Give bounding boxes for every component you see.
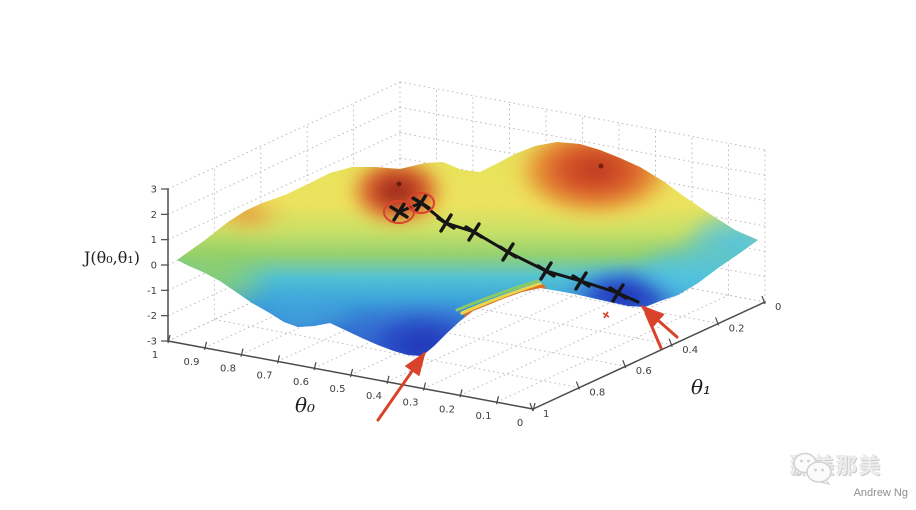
theta1-tick-label: 0.6	[636, 366, 652, 377]
theta0-tick-label: 0.5	[330, 384, 346, 395]
theta0-tick	[495, 396, 500, 405]
theta0-tick-label: 0.9	[184, 357, 200, 368]
mesh-speckle-texture	[177, 142, 758, 356]
theta0-tick	[313, 362, 317, 371]
z-axis-title: J(θ₀,θ₁)	[82, 248, 140, 267]
theta0-tick-label: 0.4	[366, 391, 382, 402]
theta0-tick	[240, 348, 244, 357]
theta1-tick-label: 0	[775, 302, 781, 313]
theta0-tick	[167, 334, 171, 344]
credit-text: Andrew Ng	[853, 487, 908, 499]
z-tick-label: 3	[151, 185, 157, 196]
theta0-tick	[386, 375, 390, 384]
z-tick-label: -2	[147, 311, 157, 322]
z-tick-label: -1	[147, 286, 157, 297]
theta1-tick	[668, 338, 673, 348]
theta0-tick-label: 0	[517, 418, 523, 429]
wechat-logo-icon	[793, 452, 832, 485]
descent-star-marker	[389, 202, 409, 222]
theta0-tick-label: 1	[152, 350, 158, 361]
wall-grid-z	[399, 81, 766, 151]
theta1-tick-label: 0.8	[589, 388, 605, 399]
theta0-tick-label: 0.2	[439, 404, 455, 415]
theta0-tick-label: 0.8	[220, 364, 236, 375]
z-tick-label: 1	[151, 235, 157, 246]
theta0-tick-label: 0.7	[257, 370, 273, 381]
theta0-tick	[459, 389, 463, 398]
theta1-tick-label: 0.4	[682, 345, 698, 356]
theta0-tick	[203, 341, 208, 350]
theta0-tick-label: 0.3	[403, 398, 419, 409]
theta1-tick-label: 0.2	[729, 323, 745, 334]
local-minimum-arrow	[640, 305, 679, 339]
theta1-tick-label: 1	[543, 409, 549, 420]
start-point-circle	[407, 192, 435, 214]
descent-star-marker	[436, 213, 456, 233]
gradient-descent-path	[383, 192, 640, 304]
descent-star-marker	[608, 283, 628, 303]
theta1-tick	[715, 317, 720, 326]
z-tick-label: 0	[151, 261, 157, 272]
theta0-tick	[349, 368, 354, 378]
z-tick-label: -3	[147, 337, 157, 348]
red-asterisk-mark	[602, 311, 610, 319]
descent-star-marker	[411, 193, 431, 213]
theta0-tick	[276, 355, 281, 364]
descent-star-marker	[498, 242, 518, 262]
theta1-axis-line	[532, 301, 766, 410]
theta1-axis-title: θ₁	[691, 375, 711, 399]
watermark: 那美那美	[790, 450, 882, 485]
theta1-tick	[529, 402, 534, 412]
theta0-tick-label: 0.6	[293, 377, 309, 388]
theta0-tick	[532, 402, 536, 412]
theta1-tick	[622, 359, 627, 369]
descent-star-marker	[536, 261, 556, 281]
descent-star-marker	[464, 222, 484, 242]
theta1-tick	[761, 295, 766, 305]
z-tick-label: 2	[151, 210, 157, 221]
theta0-axis-title: θ₀	[295, 393, 315, 417]
axes: 3 2 1 0 -1 -2 -3 1 0.9 0.8 0.7 0.6 0.5 0.4 0.3 0.2 0.1 0 1…	[147, 185, 781, 430]
local-minimum-arrow	[376, 351, 426, 422]
local-minimum-arrow	[644, 311, 663, 350]
theta1-tick	[575, 381, 580, 390]
descent-star-marker	[571, 271, 591, 291]
theta0-tick	[422, 382, 427, 391]
local-minima-annotations	[376, 305, 679, 422]
theta0-tick-label: 0.1	[476, 411, 492, 422]
